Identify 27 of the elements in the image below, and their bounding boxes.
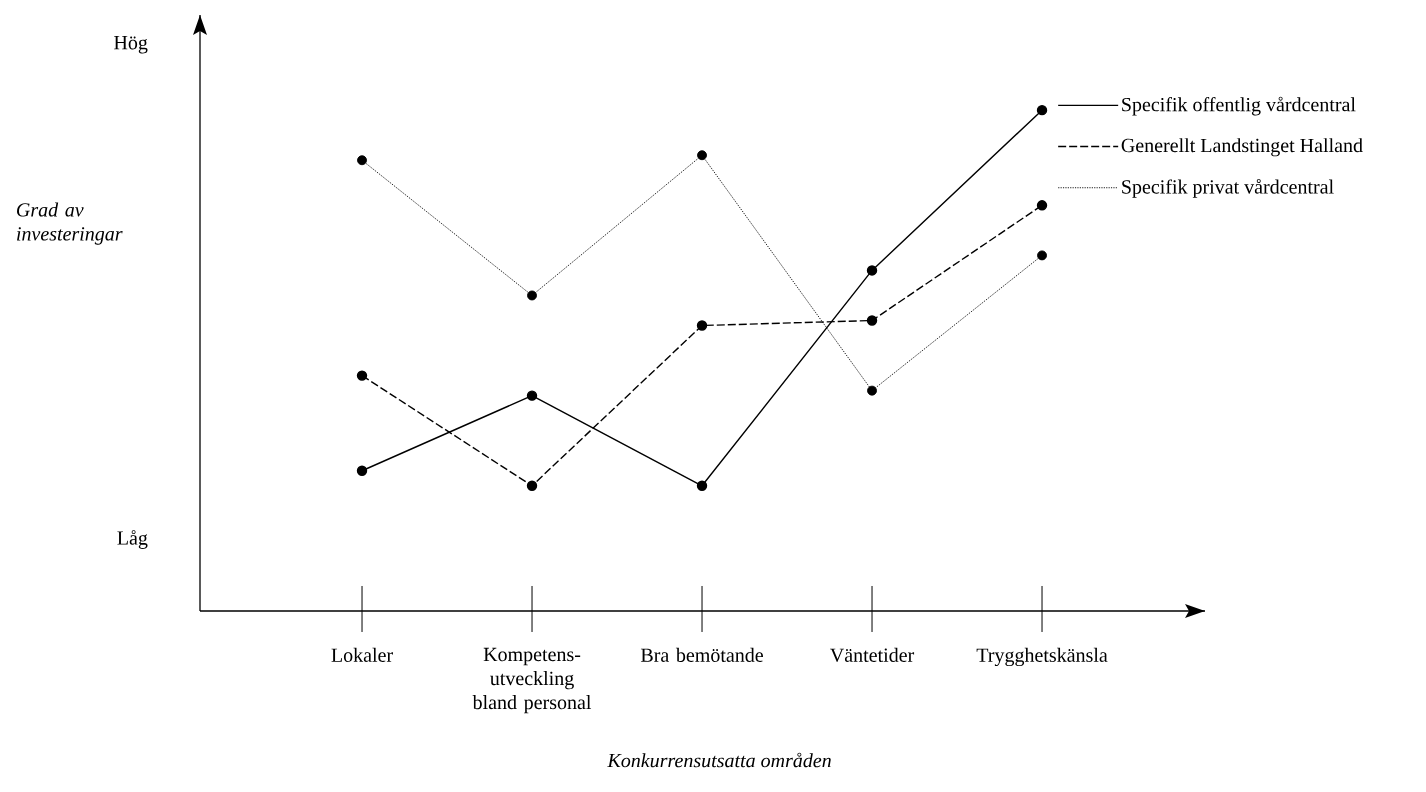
point [357,155,367,166]
point [1036,200,1048,211]
point [1036,104,1048,116]
point [866,315,878,326]
text: Hög [114,36,148,54]
point [697,150,707,161]
x-tick-label: Trygghetskänsla [976,647,1108,667]
x-tick-label: Lokaler [331,647,393,662]
point [356,465,368,476]
point [866,265,878,276]
point [1037,250,1047,261]
x-tick-label: Bra bemötande [640,647,763,662]
x-tick-label: Kompetens-utveckling bland personal [472,647,592,714]
point [526,480,538,491]
point [867,385,877,396]
point [696,320,708,331]
point [696,480,708,491]
legend-label: Generellt Landstinget Halland [1121,138,1363,157]
legend-label: Specifik privat vårdcentral [1122,178,1334,198]
point [526,390,538,401]
x-axis-title: Konkurrensutsatta områden [607,752,831,768]
legend-label: Specifik offentlig vårdcentral [1122,96,1356,116]
point [356,370,368,381]
text: Låg [117,530,148,549]
y-axis-title: Grad av investeringar [17,202,123,245]
x-tick-label: Väntetider [830,647,915,663]
point [527,290,537,301]
